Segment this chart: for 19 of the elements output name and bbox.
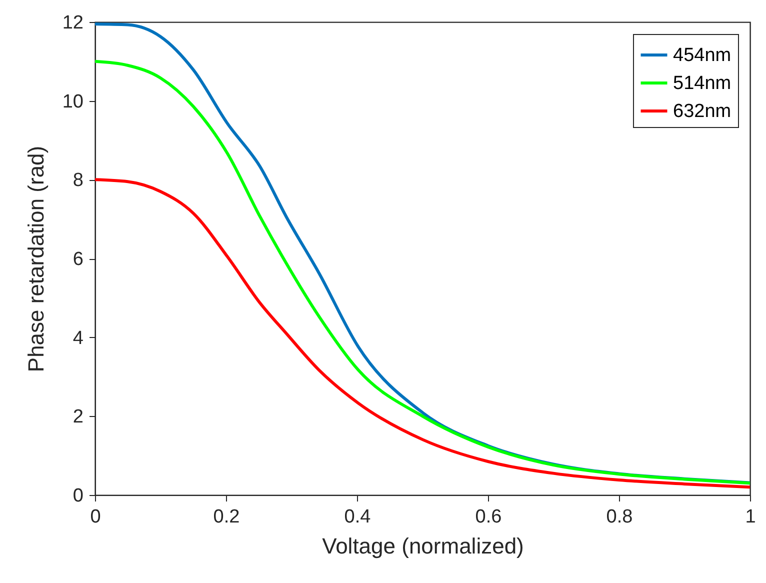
y-tick-label: 12 — [62, 12, 84, 34]
y-tick-label: 2 — [72, 406, 84, 428]
x-tick-label: 0.8 — [606, 506, 633, 528]
x-tick-label: 1 — [745, 506, 756, 528]
x-axis-title: Voltage (normalized) — [322, 534, 524, 558]
x-tick-label: 0.2 — [213, 506, 240, 528]
line-series — [95, 178, 750, 489]
y-tick-label: 4 — [72, 328, 84, 349]
y-tick-label: 8 — [72, 170, 84, 192]
y-tick-label: 6 — [72, 249, 84, 270]
y-tick-label: 10 — [62, 91, 84, 112]
legend-label: 454nm — [673, 45, 732, 66]
x-tick-label: 0.6 — [475, 506, 502, 528]
y-axis-title: Phase retardation (rad) — [23, 146, 48, 372]
legend-label: 632nm — [673, 101, 732, 122]
legend-label: 514nm — [673, 73, 732, 94]
x-tick-label: 0 — [90, 506, 101, 528]
x-tick-label: 0.4 — [344, 506, 372, 528]
y-tick-label: 0 — [72, 486, 84, 506]
